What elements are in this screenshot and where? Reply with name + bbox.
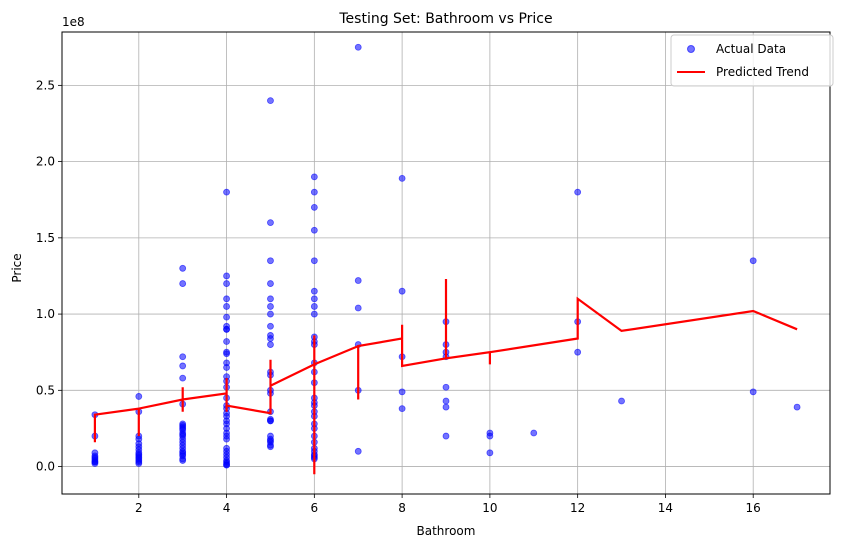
y-offset-label: 1e8 xyxy=(62,15,85,29)
scatter-point xyxy=(310,188,318,196)
scatter-point xyxy=(749,388,757,396)
scatter-point xyxy=(267,335,274,342)
legend-box xyxy=(670,34,834,87)
scatter-point xyxy=(223,325,230,333)
scatter-point xyxy=(398,405,406,413)
scatter-point xyxy=(310,295,318,303)
scatter-point xyxy=(179,362,187,370)
scatter-point xyxy=(91,460,99,467)
scatter-point xyxy=(442,403,450,411)
legend-label-predicted: Predicted Trend xyxy=(716,65,809,79)
scatter-point xyxy=(267,280,274,287)
scatter-point xyxy=(179,280,187,287)
scatter-point xyxy=(398,174,406,182)
chart-title: Testing Set: Bathroom vs Price xyxy=(338,11,552,27)
scatter-point xyxy=(267,219,274,226)
scatter-point xyxy=(749,257,757,265)
x-tick-label: 12 xyxy=(570,501,585,515)
scatter-point xyxy=(267,295,274,303)
y-tick-label: 2.0 xyxy=(36,155,55,169)
scatter-point xyxy=(442,397,450,405)
scatter-point xyxy=(310,203,318,211)
x-tick-label: 2 xyxy=(135,501,143,515)
y-tick-label: 2.5 xyxy=(36,78,55,92)
scatter-point xyxy=(267,97,274,105)
scatter-point xyxy=(267,322,274,330)
scatter-point xyxy=(618,397,625,405)
scatter-point xyxy=(135,460,143,467)
x-tick-label: 6 xyxy=(311,501,319,515)
axes-frame xyxy=(61,31,831,495)
scatter-point xyxy=(223,303,230,310)
scatter-point xyxy=(267,310,274,318)
scatter-point xyxy=(354,447,362,455)
scatter-point xyxy=(310,310,318,318)
scatter-point xyxy=(267,303,274,310)
x-tick-label: 4 xyxy=(223,501,231,515)
scatter-point xyxy=(310,257,318,265)
scatter-point xyxy=(530,429,538,437)
x-tick-label: 16 xyxy=(746,501,761,515)
scatter-point xyxy=(179,457,187,464)
scatter-point xyxy=(223,435,230,443)
x-axis-label: Bathroom xyxy=(417,524,476,538)
scatter-point xyxy=(267,257,274,265)
scatter-point xyxy=(310,173,318,181)
y-tick-label: 0.5 xyxy=(36,383,55,397)
scatter-point xyxy=(398,388,406,396)
legend-label-actual: Actual Data xyxy=(716,42,786,56)
scatter-point xyxy=(267,443,274,451)
y-tick-label: 1.5 xyxy=(36,231,55,245)
scatter-point xyxy=(354,304,362,312)
plot-area: 2 4 6 8 10 12 14 16 0.0 0.5 1.0 1.5 2.0 2.5 xyxy=(36,31,831,515)
scatter-point xyxy=(398,287,406,295)
scatter-point xyxy=(223,461,230,469)
scatter-point xyxy=(310,287,318,295)
scatter-point xyxy=(267,341,274,348)
scatter-point xyxy=(223,313,230,321)
legend-scatter-marker xyxy=(687,45,695,53)
scatter-point xyxy=(574,348,582,356)
scatter-point xyxy=(574,188,582,196)
scatter-point xyxy=(223,280,230,287)
x-tick-label: 8 xyxy=(398,501,406,515)
scatter-point xyxy=(442,383,450,391)
predicted-trend-line xyxy=(93,279,798,475)
scatter-point xyxy=(267,417,274,425)
scatter-point xyxy=(442,432,450,440)
y-tick-label: 1.0 xyxy=(36,307,55,321)
scatter-point xyxy=(486,449,494,457)
y-axis-label: Price xyxy=(10,253,24,282)
scatter-point xyxy=(179,264,187,272)
scatter-point xyxy=(310,303,318,310)
legend: Actual Data Predicted Trend xyxy=(670,34,834,87)
scatter-point xyxy=(223,188,230,196)
scatter-point xyxy=(354,277,362,284)
scatter-point xyxy=(793,403,801,411)
scatter-point xyxy=(179,374,187,382)
scatter-point xyxy=(223,295,230,303)
scatter-point xyxy=(486,432,494,440)
x-tick-label: 10 xyxy=(482,501,497,515)
scatter-point xyxy=(223,338,230,345)
scatter-point xyxy=(354,43,362,51)
scatter-point xyxy=(223,350,230,358)
scatter-point xyxy=(223,364,230,371)
scatter-point xyxy=(223,272,230,280)
y-tick-label: 0.0 xyxy=(36,460,55,474)
x-tick-label: 14 xyxy=(658,501,673,515)
scatter-point xyxy=(179,353,187,361)
scatter-point xyxy=(310,226,318,234)
scatter-point xyxy=(135,393,143,400)
